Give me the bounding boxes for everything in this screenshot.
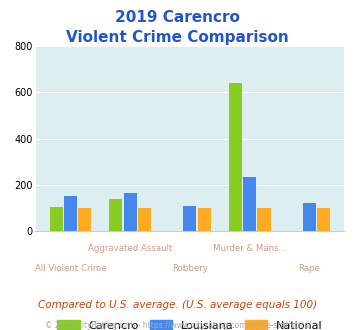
Bar bbox=[64, 196, 77, 231]
Bar bbox=[109, 199, 122, 231]
Bar bbox=[243, 177, 256, 231]
Bar bbox=[317, 208, 330, 231]
Text: Robbery: Robbery bbox=[172, 264, 208, 273]
Bar bbox=[124, 193, 137, 231]
Text: 2019 Carencro: 2019 Carencro bbox=[115, 10, 240, 25]
Bar bbox=[257, 208, 271, 231]
Text: Compared to U.S. average. (U.S. average equals 100): Compared to U.S. average. (U.S. average … bbox=[38, 300, 317, 310]
Bar bbox=[78, 208, 91, 231]
Text: © 2025 CityRating.com - https://www.cityrating.com/crime-statistics/: © 2025 CityRating.com - https://www.city… bbox=[45, 321, 310, 330]
Bar bbox=[303, 203, 316, 231]
Bar bbox=[198, 208, 211, 231]
Legend: Carencro, Louisiana, National: Carencro, Louisiana, National bbox=[52, 314, 328, 330]
Bar bbox=[138, 208, 151, 231]
Text: All Violent Crime: All Violent Crime bbox=[35, 264, 106, 273]
Bar bbox=[183, 206, 197, 231]
Text: Violent Crime Comparison: Violent Crime Comparison bbox=[66, 30, 289, 45]
Bar bbox=[50, 207, 63, 231]
Bar bbox=[229, 83, 242, 231]
Text: Rape: Rape bbox=[299, 264, 320, 273]
Text: Murder & Mans...: Murder & Mans... bbox=[213, 244, 286, 253]
Text: Aggravated Assault: Aggravated Assault bbox=[88, 244, 173, 253]
